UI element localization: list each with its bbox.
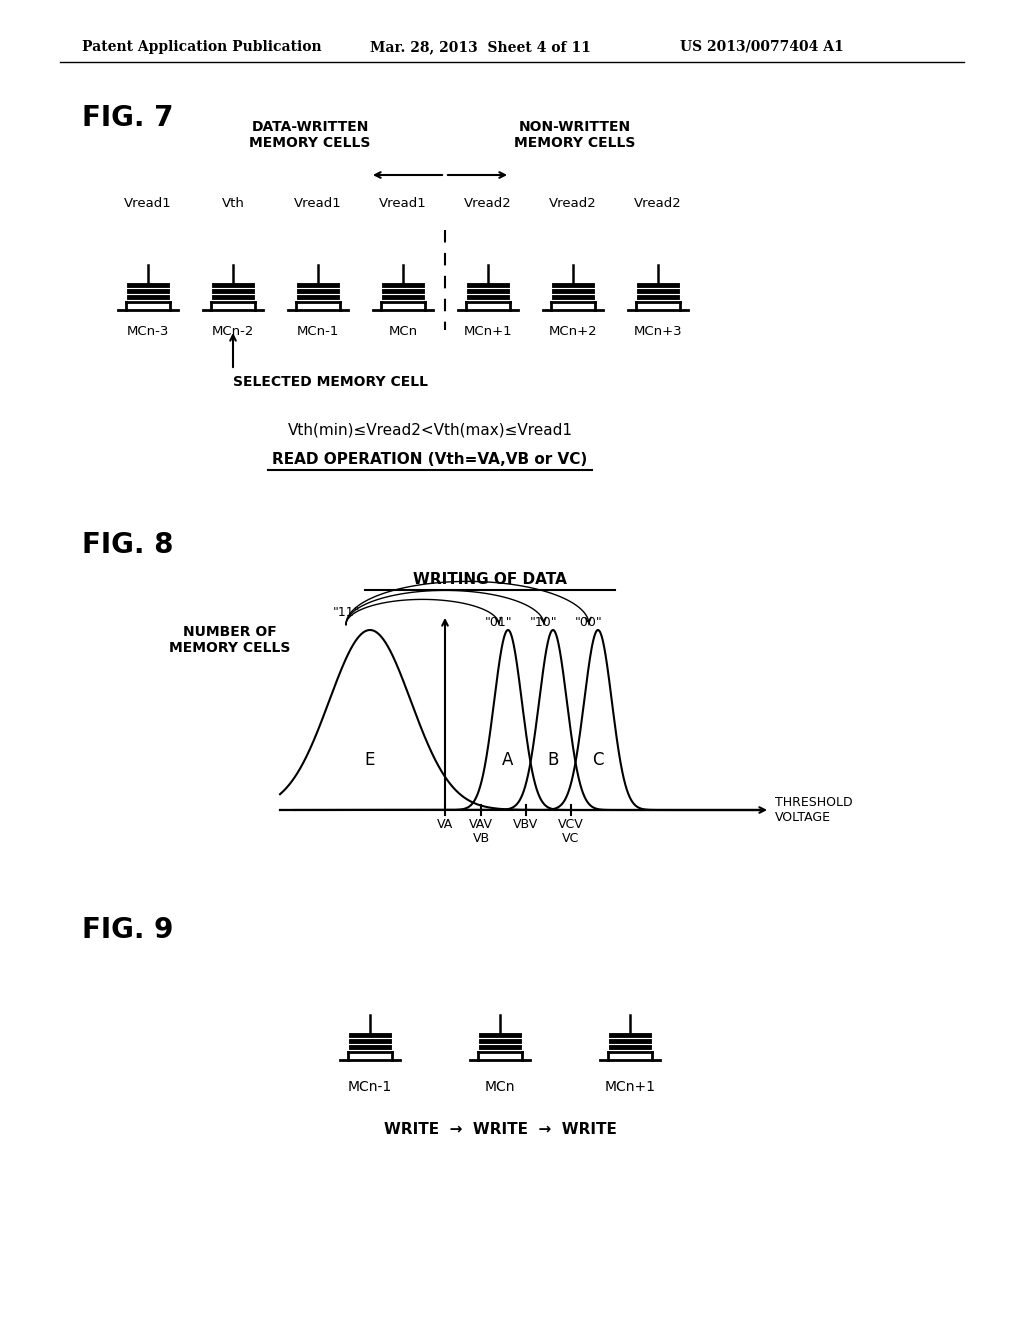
Text: THRESHOLD
VOLTAGE: THRESHOLD VOLTAGE bbox=[775, 796, 853, 824]
Text: Vth(min)≤Vread2<Vth(max)≤Vread1: Vth(min)≤Vread2<Vth(max)≤Vread1 bbox=[288, 422, 572, 437]
Text: Patent Application Publication: Patent Application Publication bbox=[82, 40, 322, 54]
Text: Vread1: Vread1 bbox=[294, 197, 342, 210]
Text: SELECTED MEMORY CELL: SELECTED MEMORY CELL bbox=[233, 375, 428, 389]
Text: NON-WRITTEN
MEMORY CELLS: NON-WRITTEN MEMORY CELLS bbox=[514, 120, 636, 150]
Text: MCn: MCn bbox=[388, 325, 418, 338]
Text: MCn+2: MCn+2 bbox=[549, 325, 597, 338]
Text: DATA-WRITTEN
MEMORY CELLS: DATA-WRITTEN MEMORY CELLS bbox=[249, 120, 371, 150]
Text: FIG. 9: FIG. 9 bbox=[82, 916, 173, 944]
Text: VCV: VCV bbox=[558, 818, 584, 832]
Text: "11": "11" bbox=[332, 606, 359, 619]
Text: Vread2: Vread2 bbox=[549, 197, 597, 210]
Text: Vth: Vth bbox=[221, 197, 245, 210]
Text: FIG. 7: FIG. 7 bbox=[82, 104, 173, 132]
Text: Mar. 28, 2013  Sheet 4 of 11: Mar. 28, 2013 Sheet 4 of 11 bbox=[370, 40, 591, 54]
Text: B: B bbox=[547, 751, 559, 768]
Text: MCn: MCn bbox=[484, 1080, 515, 1094]
Text: "00": "00" bbox=[575, 616, 603, 630]
Text: "10": "10" bbox=[530, 616, 558, 630]
Text: NUMBER OF
MEMORY CELLS: NUMBER OF MEMORY CELLS bbox=[169, 624, 291, 655]
Text: WRITE  →  WRITE  →  WRITE: WRITE → WRITE → WRITE bbox=[384, 1122, 616, 1138]
Text: MCn+1: MCn+1 bbox=[604, 1080, 655, 1094]
Text: WRITING OF DATA: WRITING OF DATA bbox=[413, 573, 567, 587]
Text: FIG. 8: FIG. 8 bbox=[82, 531, 173, 558]
Text: MCn-1: MCn-1 bbox=[297, 325, 339, 338]
Text: Vread1: Vread1 bbox=[124, 197, 172, 210]
Text: VC: VC bbox=[562, 832, 580, 845]
Text: VA: VA bbox=[437, 818, 454, 832]
Text: MCn+3: MCn+3 bbox=[634, 325, 682, 338]
Text: Vread1: Vread1 bbox=[379, 197, 427, 210]
Text: MCn-1: MCn-1 bbox=[348, 1080, 392, 1094]
Text: C: C bbox=[592, 751, 604, 768]
Text: MCn-2: MCn-2 bbox=[212, 325, 254, 338]
Text: READ OPERATION (Vth=VA,VB or VC): READ OPERATION (Vth=VA,VB or VC) bbox=[272, 453, 588, 467]
Text: MCn-3: MCn-3 bbox=[127, 325, 169, 338]
Text: Vread2: Vread2 bbox=[634, 197, 682, 210]
Text: VB: VB bbox=[472, 832, 489, 845]
Text: "01": "01" bbox=[485, 616, 513, 630]
Text: Vread2: Vread2 bbox=[464, 197, 512, 210]
Text: US 2013/0077404 A1: US 2013/0077404 A1 bbox=[680, 40, 844, 54]
Text: VAV: VAV bbox=[469, 818, 493, 832]
Text: A: A bbox=[503, 751, 514, 768]
Text: VBV: VBV bbox=[513, 818, 539, 832]
Text: E: E bbox=[365, 751, 375, 768]
Text: MCn+1: MCn+1 bbox=[464, 325, 512, 338]
